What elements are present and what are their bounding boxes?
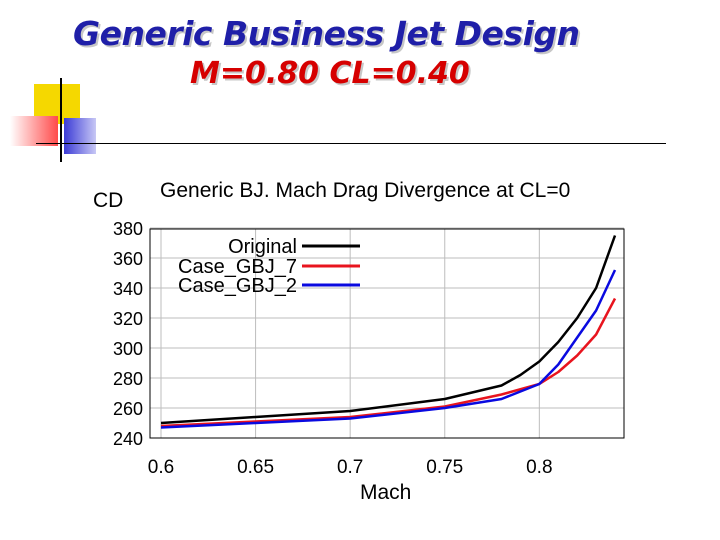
legend-label: Case_GBJ_7 <box>178 256 297 278</box>
decor-blue-square <box>64 118 96 154</box>
y-tick-label: 260 <box>113 399 143 419</box>
y-tick-label: 280 <box>113 369 143 389</box>
y-axis-label: CD <box>93 189 123 212</box>
y-tick-label: 300 <box>113 339 143 359</box>
chart-ticks: 240 260 280 300 320 340 360 380 0.6 0.65 0.7 0.75 0.… <box>113 219 553 478</box>
series-line-case-gbj-7 <box>160 297 617 428</box>
decor-vertical-line <box>60 78 62 162</box>
x-tick-label: 0.65 <box>237 457 274 478</box>
y-tick-label: 380 <box>113 219 143 239</box>
series-line-case-gbj-2 <box>160 269 617 429</box>
decor-horizontal-line <box>36 143 666 144</box>
y-tick-label: 320 <box>113 309 143 329</box>
decor-red-square <box>10 116 58 146</box>
x-tick-label: 0.7 <box>337 457 363 478</box>
x-tick-label: 0.6 <box>148 457 174 478</box>
chart-series <box>160 235 617 429</box>
slide-title: Generic Business Jet Design <box>73 14 580 53</box>
slide-subtitle: M=0.80 CL=0.40 <box>190 56 470 91</box>
legend-label: Original <box>228 236 297 258</box>
y-tick-label: 360 <box>113 249 143 269</box>
chart-title: Generic BJ. Mach Drag Divergence at CL=0 <box>160 179 570 202</box>
legend-label: Case_GBJ_2 <box>178 275 297 297</box>
x-axis-label: Mach <box>360 481 411 504</box>
y-tick-label: 340 <box>113 279 143 299</box>
series-line-original <box>160 235 617 425</box>
x-tick-label: 0.8 <box>526 457 552 478</box>
x-tick-label: 0.75 <box>426 457 463 478</box>
plot-frame <box>149 228 625 439</box>
y-tick-label: 240 <box>113 429 143 449</box>
